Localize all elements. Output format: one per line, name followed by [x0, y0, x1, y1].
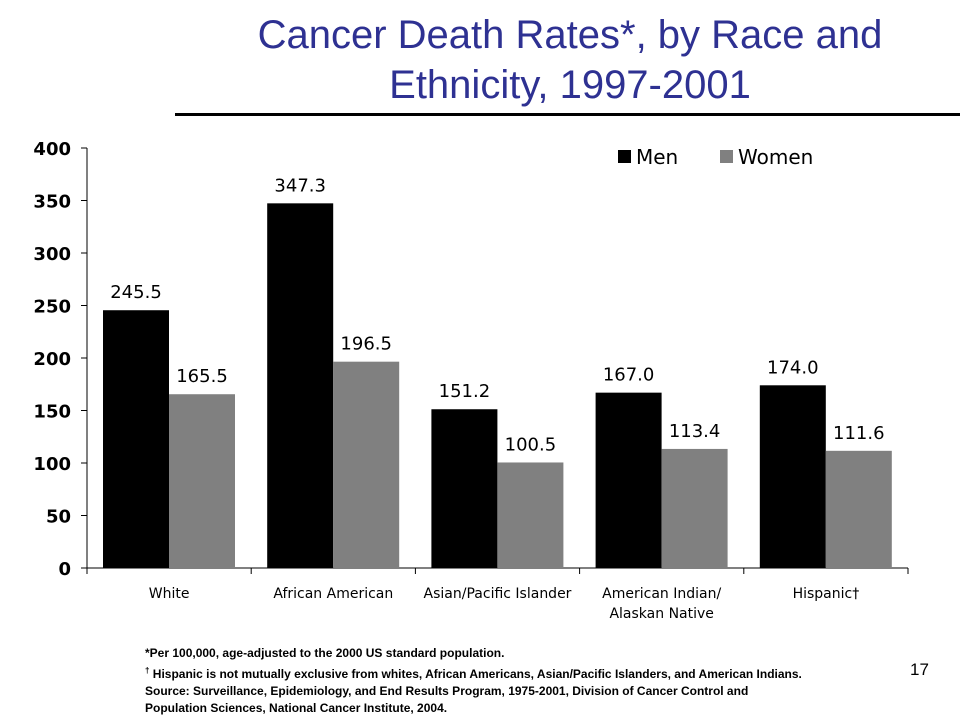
- data-label: 111.6: [833, 423, 885, 444]
- data-label: 113.4: [669, 421, 721, 442]
- data-label: 196.5: [340, 334, 392, 355]
- title-line-1: Cancer Death Rates*, by Race and: [257, 13, 883, 57]
- y-tick-label: 250: [33, 297, 71, 318]
- x-category-label: Asian/Pacific Islander: [424, 586, 572, 602]
- data-label: 151.2: [439, 381, 491, 402]
- y-tick-label: 100: [33, 454, 71, 475]
- footnote-hispanic-text: Hispanic is not mutually exclusive from …: [149, 667, 802, 681]
- data-label: 174.0: [767, 357, 819, 378]
- y-tick-label: 300: [33, 244, 71, 265]
- x-category-label: American Indian/Alaskan Native: [602, 586, 721, 622]
- y-tick-label: 200: [33, 349, 71, 370]
- data-label: 167.0: [603, 365, 655, 386]
- x-category-label: Hispanic†: [793, 586, 860, 602]
- x-category-label-line: Asian/Pacific Islander: [424, 586, 572, 602]
- source-line-2: Population Sciences, National Cancer Ins…: [145, 701, 448, 715]
- bar-women: [661, 448, 728, 568]
- legend-swatch-women: [720, 150, 733, 163]
- data-label: 245.5: [110, 282, 162, 303]
- bar-women: [497, 462, 564, 568]
- y-tick-label: 350: [33, 192, 71, 213]
- x-category-label-line: Alaskan Native: [609, 606, 713, 622]
- y-tick-label: 400: [33, 139, 71, 160]
- x-category-label-line: African American: [273, 586, 393, 602]
- y-tick-label: 150: [33, 402, 71, 423]
- footnotes: *Per 100,000, age-adjusted to the 2000 U…: [145, 645, 955, 717]
- footnote-per-100000: *Per 100,000, age-adjusted to the 2000 U…: [145, 646, 505, 660]
- x-category-label: White: [149, 586, 190, 602]
- x-category-label-line: American Indian/: [602, 586, 721, 602]
- bar-men: [103, 310, 169, 568]
- bar-women: [169, 394, 235, 568]
- page-number: 17: [910, 660, 929, 679]
- data-label: 347.3: [274, 175, 326, 196]
- dagger-mark: †: [145, 666, 150, 675]
- bar-men: [759, 385, 826, 568]
- data-label: 100.5: [505, 434, 557, 455]
- x-category-label: African American: [273, 586, 393, 602]
- bar-men: [595, 392, 662, 568]
- title-line-2: Ethnicity, 1997-2001: [389, 63, 751, 107]
- bar-men: [431, 409, 498, 568]
- bar-chart: 0 50 100 150 200 250 300 350 400 245.5 165.5 White 3…: [33, 139, 909, 622]
- source-line-1: Source: Surveillance, Epidemiology, and …: [145, 684, 749, 698]
- bar-men: [267, 203, 334, 568]
- bar-women: [333, 361, 400, 568]
- slide-title: Cancer Death Rates*, by Race and Ethnici…: [180, 10, 960, 110]
- y-tick-label: 0: [58, 559, 71, 580]
- x-category-label-line: Hispanic†: [793, 586, 860, 602]
- x-category-label-line: White: [149, 586, 190, 602]
- legend-label-women: Women: [738, 145, 813, 169]
- title-underline: [175, 113, 960, 116]
- data-label: 165.5: [176, 366, 228, 387]
- legend-label-men: Men: [636, 145, 678, 169]
- legend-swatch-men: [618, 150, 631, 163]
- bar-women: [825, 450, 892, 568]
- y-tick-label: 50: [46, 507, 71, 528]
- footnote-hispanic: † Hispanic is not mutually exclusive fro…: [145, 662, 955, 683]
